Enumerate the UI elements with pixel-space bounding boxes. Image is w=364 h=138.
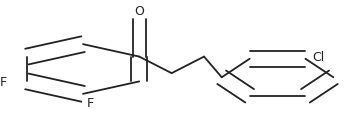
Text: F: F <box>0 76 7 89</box>
Text: F: F <box>87 97 94 110</box>
Text: Cl: Cl <box>313 51 325 64</box>
Text: O: O <box>134 5 144 18</box>
